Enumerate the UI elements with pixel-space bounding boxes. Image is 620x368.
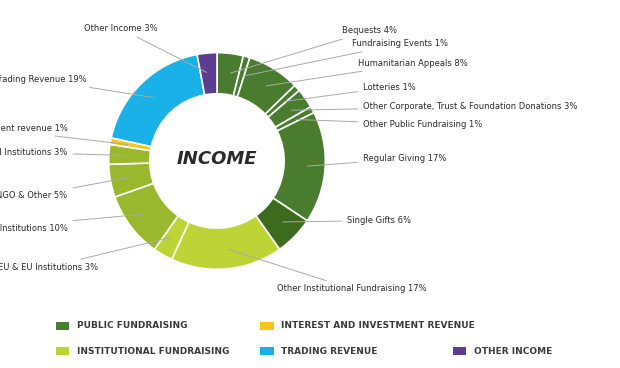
Text: Bequests 4%: Bequests 4% [231,26,397,73]
Text: Humanitarian Appeals 8%: Humanitarian Appeals 8% [266,59,467,86]
Wedge shape [256,198,308,250]
Text: INTEREST AND INVESTMENT REVENUE: INTEREST AND INVESTMENT REVENUE [281,321,476,330]
Wedge shape [268,91,311,127]
Text: PUBLIC FUNDRAISING: PUBLIC FUNDRAISING [77,321,187,330]
Wedge shape [217,53,244,96]
Text: Fundraising Events 1%: Fundraising Events 1% [244,39,448,76]
Text: Interest and Investment revenue 1%: Interest and Investment revenue 1% [0,124,128,145]
Wedge shape [115,183,178,250]
Wedge shape [275,107,314,131]
Wedge shape [108,144,151,164]
Text: Other Institutional Fundraising 17%: Other Institutional Fundraising 17% [228,249,426,293]
Text: Other Income 3%: Other Income 3% [84,24,206,72]
Text: INCOME: INCOME [177,150,257,168]
Text: Single Gifts 6%: Single Gifts 6% [283,216,411,225]
Wedge shape [110,138,151,151]
Text: Lotteries 1%: Lotteries 1% [285,83,416,102]
Wedge shape [111,54,205,146]
Text: Home Government Institutions 10%: Home Government Institutions 10% [0,214,144,233]
Wedge shape [108,163,154,197]
Wedge shape [237,58,294,114]
Text: Regular Giving 17%: Regular Giving 17% [308,154,446,166]
Wedge shape [172,216,280,269]
Wedge shape [233,56,250,97]
Text: Trading Revenue 19%: Trading Revenue 19% [0,75,153,98]
Text: TRADING REVENUE: TRADING REVENUE [281,347,378,356]
Text: INSTITUTIONAL FUNDRAISING: INSTITUTIONAL FUNDRAISING [77,347,229,356]
Text: UN & UN Institutions 3%: UN & UN Institutions 3% [0,148,126,157]
Text: EU & EU Institutions 3%: EU & EU Institutions 3% [0,238,170,272]
Wedge shape [265,85,299,117]
Wedge shape [197,53,217,95]
Text: NGO & Other 5%: NGO & Other 5% [0,178,128,200]
Wedge shape [273,113,326,221]
Text: OTHER INCOME: OTHER INCOME [474,347,552,356]
Wedge shape [154,216,189,259]
Text: Other Public Fundraising 1%: Other Public Fundraising 1% [297,120,482,129]
Text: Other Corporate, Trust & Foundation Donations 3%: Other Corporate, Trust & Foundation Dona… [291,102,578,111]
